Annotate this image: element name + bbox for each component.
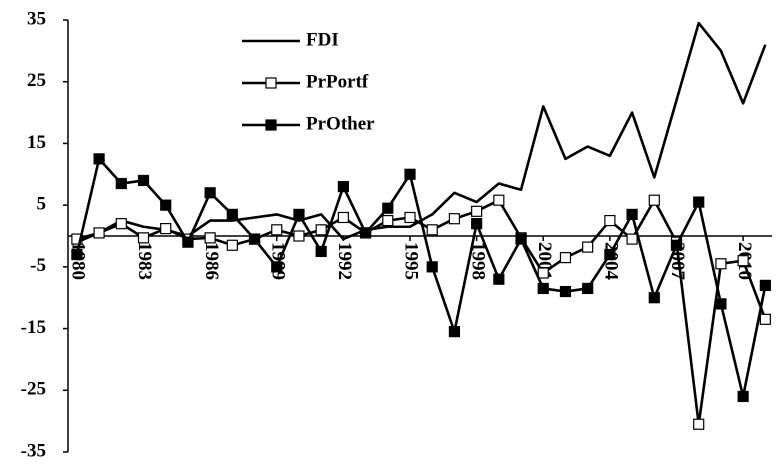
- marker: [448, 326, 461, 338]
- marker: [382, 214, 394, 227]
- marker: [537, 267, 549, 279]
- marker: [160, 222, 172, 235]
- marker: [337, 181, 349, 193]
- marker: [226, 208, 238, 220]
- marker: [271, 261, 283, 273]
- series-line: [75, 157, 767, 398]
- marker: [670, 239, 683, 251]
- marker: [137, 232, 150, 244]
- marker: [115, 177, 127, 190]
- marker: [93, 227, 105, 239]
- marker: [582, 282, 594, 295]
- marker: [337, 211, 349, 224]
- series-line: [76, 21, 767, 244]
- legend-marker: [265, 119, 277, 131]
- marker: [715, 258, 727, 270]
- legend-label: FDI: [306, 29, 339, 50]
- y-tick-label: 15: [27, 132, 46, 153]
- marker: [559, 252, 572, 264]
- x-tick-label: 1983: [134, 242, 155, 280]
- legend-marker: [265, 77, 277, 89]
- x-tick-label: 2004: [601, 242, 622, 281]
- marker: [626, 208, 638, 220]
- marker: [715, 298, 727, 310]
- marker: [248, 233, 261, 245]
- marker: [204, 187, 216, 199]
- x-tick-label: 1992: [334, 242, 355, 280]
- marker: [137, 174, 150, 187]
- marker: [471, 218, 483, 230]
- y-tick-label: -5: [30, 255, 46, 276]
- marker: [759, 313, 771, 325]
- marker: [448, 213, 461, 225]
- marker: [693, 418, 705, 430]
- marker: [160, 199, 172, 211]
- marker: [626, 233, 638, 245]
- marker: [648, 292, 660, 304]
- legend-label: PrOther: [306, 113, 375, 134]
- marker: [471, 205, 483, 217]
- x-tick-label: 1995: [401, 242, 422, 280]
- marker: [293, 230, 305, 242]
- marker: [737, 390, 749, 403]
- y-tick-label: -35: [21, 440, 46, 461]
- marker: [426, 261, 438, 273]
- marker: [293, 208, 305, 220]
- marker: [315, 245, 327, 258]
- marker: [515, 233, 527, 245]
- marker: [359, 227, 372, 239]
- marker: [71, 248, 83, 261]
- marker: [737, 255, 749, 267]
- y-tick-label: 25: [27, 70, 46, 91]
- marker: [71, 233, 83, 245]
- marker: [559, 285, 572, 298]
- marker: [604, 248, 616, 261]
- legend-label: PrPortf: [306, 71, 369, 92]
- marker: [226, 239, 238, 251]
- y-tick-label: -25: [21, 379, 46, 400]
- marker: [582, 241, 594, 253]
- marker: [693, 196, 705, 208]
- marker: [382, 202, 394, 214]
- marker: [404, 211, 416, 224]
- marker: [604, 214, 616, 227]
- marker: [271, 224, 283, 236]
- marker: [759, 279, 771, 291]
- marker: [93, 153, 105, 165]
- y-tick-label: -15: [21, 317, 46, 338]
- marker: [115, 218, 127, 230]
- marker: [404, 168, 416, 180]
- marker: [315, 224, 327, 236]
- marker: [493, 194, 505, 206]
- y-tick-label: 35: [27, 8, 46, 29]
- marker: [204, 232, 216, 244]
- x-tick-label: 1998: [467, 242, 488, 280]
- y-tick-label: 5: [37, 194, 47, 215]
- marker: [182, 236, 194, 248]
- marker: [493, 273, 505, 285]
- marker: [648, 194, 660, 206]
- marker: [537, 282, 549, 295]
- x-tick-label: 1986: [201, 242, 222, 280]
- marker: [426, 224, 438, 236]
